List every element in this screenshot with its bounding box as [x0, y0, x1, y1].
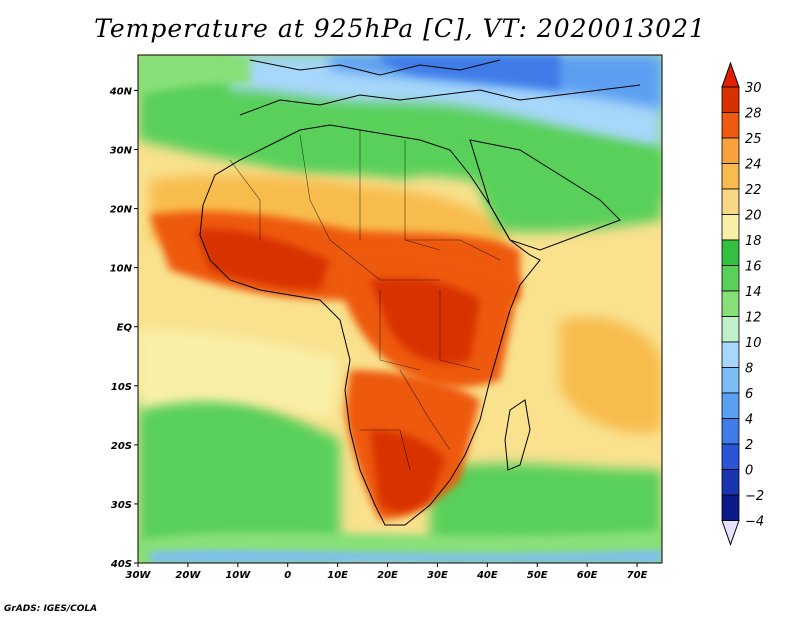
map-frame: [137, 54, 663, 564]
credit-label: GrADS: IGES/COLA: [4, 604, 98, 614]
lat-tick-label: 20N: [110, 205, 133, 216]
colorbar-swatch: [721, 290, 740, 317]
colorbar-swatch: [721, 469, 740, 496]
lon-tick-label: 40E: [476, 570, 498, 581]
colorbar-level-label: 28: [745, 107, 762, 122]
lon-tick-label: 30E: [427, 570, 448, 581]
lat-tick-label: 30N: [110, 146, 133, 157]
colorbar-swatch: [721, 265, 740, 292]
colorbar-level-label: 0: [745, 464, 753, 479]
lon-tick-label: 0: [284, 570, 291, 581]
colorbar-swatch: [721, 112, 740, 139]
colorbar-level-label: 6: [745, 387, 753, 402]
colorbar-level-label: 30: [745, 81, 762, 96]
colorbar-level-label: 2: [745, 438, 753, 453]
colorbar-level-label: 18: [745, 234, 762, 249]
colorbar-level-label: 22: [745, 183, 762, 198]
colorbar-level-label: 24: [745, 158, 762, 173]
colorbar-swatch: [721, 316, 740, 343]
colorbar-level-label: 16: [745, 260, 762, 275]
lon-tick-label: 10E: [327, 570, 348, 581]
lon-tick-label: 10W: [225, 570, 251, 581]
colorbar-swatch: [721, 86, 740, 113]
colorbar-top-arrow: [721, 61, 740, 88]
colorbar-swatch: [721, 214, 740, 241]
colorbar-level-label: 4: [745, 413, 753, 428]
country-borders: [229, 130, 501, 471]
lon-tick-label: 20W: [175, 570, 201, 581]
lon-tick-label: 30W: [126, 570, 152, 581]
lon-tick-label: 20E: [377, 570, 398, 581]
colorbar-swatch: [721, 137, 740, 164]
colorbar-level-label: 8: [745, 362, 753, 377]
colorbar-level-label: 20: [745, 209, 762, 224]
colorbar-swatch: [721, 443, 740, 470]
lat-tick-label: EQ: [117, 323, 133, 334]
colorbar-swatch: [721, 418, 740, 445]
map-title: Temperature at 925hPa [C], VT: 202001302…: [94, 14, 706, 43]
colorbar-swatch: [721, 341, 740, 368]
lat-tick-label: 20S: [111, 441, 132, 452]
lat-tick-label: 10S: [111, 382, 132, 393]
colorbar-level-label: 14: [745, 285, 762, 300]
colorbar-swatch: [721, 239, 740, 266]
lon-tick-label: 50E: [527, 570, 548, 581]
axis-ticks: 30W 20W 10W 0 10E 20E 30E 40E 50E 60E 70E 40N 30N 20N…: [109, 86, 648, 581]
colorbar-level-label: −4: [745, 515, 764, 530]
colorbar-swatch: [721, 367, 740, 394]
lat-tick-label: 30S: [111, 500, 132, 511]
colorbar-swatch: [721, 494, 740, 521]
colorbar-level-label: 10: [745, 336, 762, 351]
lat-tick-label: 40S: [110, 559, 132, 570]
colorbar-swatch: [721, 392, 740, 419]
colorbar-bottom-arrow: [721, 520, 740, 546]
colorbar-swatch: [721, 188, 740, 215]
temperature-field: [138, 55, 662, 563]
colorbar-swatch: [721, 163, 740, 190]
colorbar-level-label: 25: [745, 132, 762, 147]
lat-tick-label: 10N: [110, 264, 133, 275]
lon-tick-label: 60E: [577, 570, 598, 581]
lat-tick-label: 40N: [109, 86, 133, 97]
colorbar-level-label: 12: [745, 311, 762, 326]
coastline: [199, 59, 641, 526]
lon-tick-label: 70E: [627, 570, 648, 581]
colorbar-level-label: −2: [745, 489, 764, 504]
